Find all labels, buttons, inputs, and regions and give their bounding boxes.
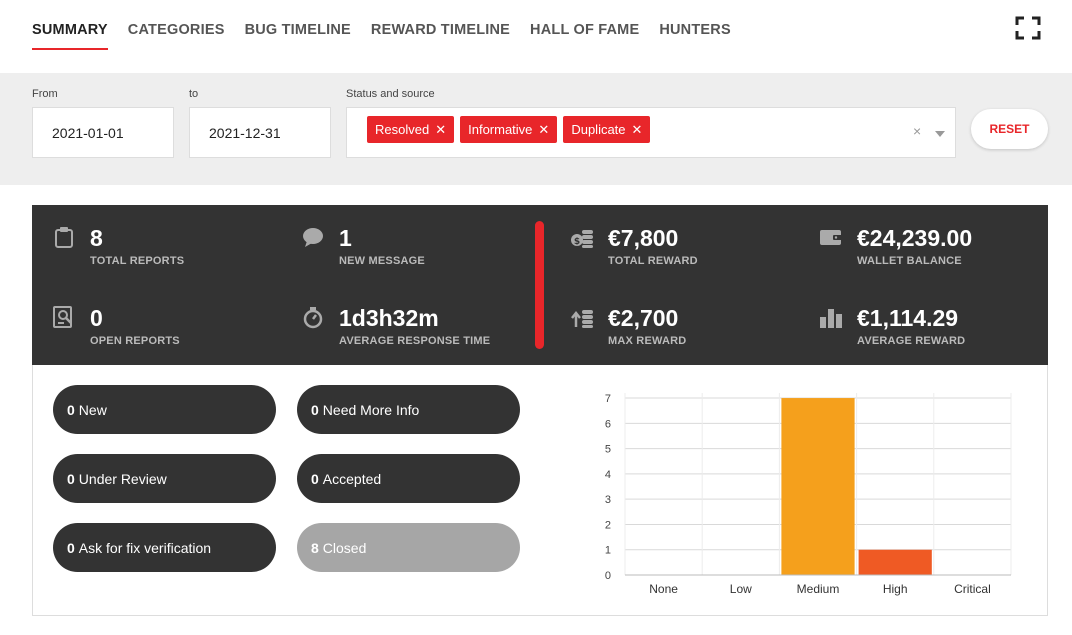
reset-button[interactable]: RESET: [971, 109, 1048, 149]
y-tick-label: 4: [605, 469, 611, 481]
chip-informative: Informative ✕: [460, 116, 558, 143]
to-date-input[interactable]: 2021-12-31: [189, 107, 331, 158]
chat-bubble-icon: [303, 228, 323, 247]
stat-label: OPEN REPORTS: [90, 335, 180, 347]
status-count: 0: [311, 470, 319, 487]
status-count: 0: [67, 401, 75, 418]
stat-label: TOTAL REPORTS: [90, 255, 185, 267]
status-count: 0: [67, 470, 75, 487]
chip-remove-icon[interactable]: ✕: [631, 121, 643, 137]
status-source-label: Status and source: [346, 88, 435, 100]
chip-label: Informative: [468, 122, 533, 137]
stat-value: €1,114.29: [857, 305, 959, 331]
y-tick-label: 2: [605, 519, 611, 531]
stats-divider: [535, 221, 544, 349]
x-tick-label: Low: [730, 582, 752, 596]
x-tick-label: Medium: [797, 582, 840, 596]
status-label: Closed: [322, 539, 367, 556]
wallet-icon: [820, 230, 842, 245]
status-pill-ask-fix-verification[interactable]: 0 Ask for fix verification: [53, 523, 276, 572]
bar-medium[interactable]: [781, 398, 855, 575]
tab-hunters[interactable]: HUNTERS: [659, 22, 731, 38]
stat-label: AVERAGE REWARD: [857, 335, 966, 347]
stat-value: €24,239.00: [857, 225, 973, 251]
stat-value: €7,800: [608, 225, 679, 251]
y-tick-label: 0: [605, 570, 611, 582]
x-tick-label: Critical: [954, 582, 991, 596]
status-count: 0: [67, 539, 75, 556]
y-tick-label: 7: [605, 393, 611, 405]
chip-list: Resolved ✕ Informative ✕ Duplicate ✕: [367, 116, 651, 143]
filter-bar: From 2021-01-01 to 2021-12-31 Status and…: [0, 73, 1072, 185]
tab-reward-timeline[interactable]: REWARD TIMELINE: [370, 22, 511, 38]
chip-label: Duplicate: [571, 122, 626, 137]
clipboard-icon: [55, 227, 73, 248]
tab-bug-timeline[interactable]: BUG TIMELINE: [244, 22, 351, 38]
stat-value: 8: [90, 225, 103, 251]
chip-remove-icon[interactable]: ✕: [435, 121, 447, 137]
report-search-icon: [53, 306, 72, 328]
fullscreen-icon[interactable]: [1015, 16, 1041, 40]
to-label: to: [189, 88, 199, 100]
stat-value: 1: [339, 225, 352, 251]
chip-resolved: Resolved ✕: [367, 116, 455, 143]
status-source-select[interactable]: Resolved ✕ Informative ✕ Duplicate ✕ ×: [346, 107, 956, 158]
from-date-input[interactable]: 2021-01-01: [32, 107, 174, 158]
coins-up-icon: [571, 310, 593, 328]
summary-bottom: 0 New 0 Need More Info 0 Under Review 0 Acce…: [32, 365, 1048, 616]
top-nav: SUMMARY CATEGORIES BUG TIMELINE REWARD T…: [0, 0, 1072, 73]
tab-categories[interactable]: CATEGORIES: [127, 22, 225, 38]
y-tick-label: 1: [605, 545, 611, 557]
tab-bar: SUMMARY CATEGORIES BUG TIMELINE REWARD T…: [32, 22, 731, 50]
chevron-down-icon[interactable]: [935, 131, 945, 137]
y-tick-label: 5: [605, 444, 611, 456]
status-label: Ask for fix verification: [78, 539, 212, 556]
stat-value: 1d3h32m: [339, 305, 439, 331]
status-label: Accepted: [322, 470, 382, 487]
x-tick-label: None: [649, 582, 678, 596]
clear-selection-icon[interactable]: ×: [913, 123, 922, 139]
from-label: From: [32, 88, 58, 100]
stat-label: AVERAGE RESPONSE TIME: [339, 335, 491, 347]
chip-duplicate: Duplicate ✕: [563, 116, 651, 143]
chip-remove-icon[interactable]: ✕: [538, 121, 550, 137]
y-tick-label: 3: [605, 494, 611, 506]
status-count: 0: [311, 401, 319, 418]
svg-text:$: $: [574, 237, 580, 247]
stat-label: WALLET BALANCE: [857, 255, 962, 267]
stopwatch-icon: [303, 307, 323, 329]
chip-label: Resolved: [375, 122, 430, 137]
stat-value: 0: [90, 305, 103, 331]
x-tick-label: High: [883, 582, 908, 596]
status-label: New: [78, 401, 107, 418]
status-label: Need More Info: [322, 401, 420, 418]
status-pill-accepted[interactable]: 0 Accepted: [297, 454, 520, 503]
stat-label: NEW MESSAGE: [339, 255, 425, 267]
y-tick-label: 6: [605, 418, 611, 430]
status-pill-need-more-info[interactable]: 0 Need More Info: [297, 385, 520, 434]
status-pill-closed[interactable]: 8 Closed: [297, 523, 520, 572]
status-pill-under-review[interactable]: 0 Under Review: [53, 454, 276, 503]
coins-icon: $: [571, 230, 593, 248]
bar-chart-icon: [820, 309, 842, 328]
stat-label: TOTAL REWARD: [608, 255, 698, 267]
status-count: 8: [311, 539, 319, 556]
status-pill-new[interactable]: 0 New: [53, 385, 276, 434]
severity-bar-chart: 0 1 2 3 4 5 6 7 None Low Medium High Critical: [605, 393, 1012, 596]
stats-panel: 8 TOTAL REPORTS 1 NEW MESSAGE 0 OPEN REP…: [32, 205, 1048, 365]
stat-value: €2,700: [608, 305, 679, 331]
tab-summary[interactable]: SUMMARY: [32, 22, 108, 50]
bar-high[interactable]: [858, 549, 932, 575]
status-label: Under Review: [78, 470, 167, 487]
stat-label: MAX REWARD: [608, 335, 687, 347]
tab-hall-of-fame[interactable]: HALL OF FAME: [530, 22, 640, 38]
